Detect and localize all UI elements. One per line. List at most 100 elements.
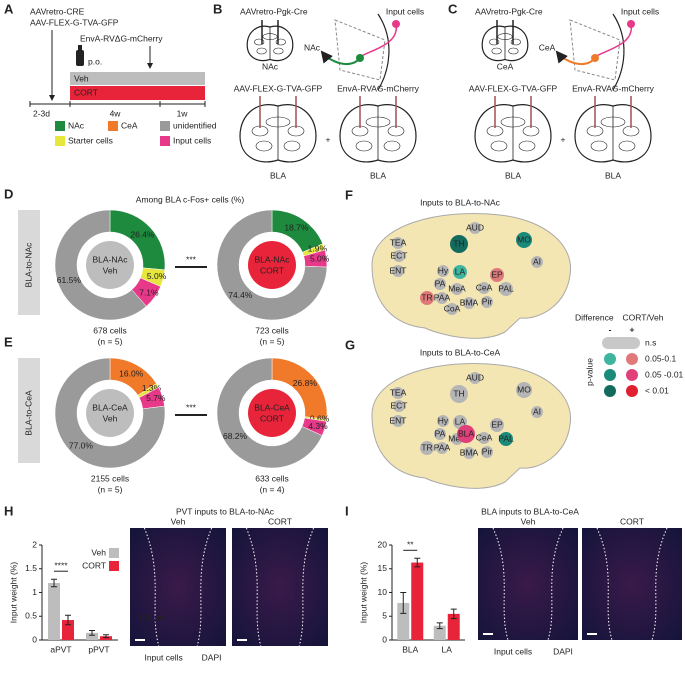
schematic-brain [334,19,386,81]
y-tick-label: 0 [32,634,37,644]
image-label: CORT [268,516,292,526]
legend-label: Veh [91,547,106,557]
center-label: CORT [260,265,284,275]
error-bar [103,634,109,639]
center-label: BLA-CeA [254,402,290,412]
error-bar [414,557,421,568]
row-label: BLA-to-CeA [23,390,33,436]
channel-label: Input cells [494,646,532,656]
virus-label: AAV-FLEX-G-TVA-GFP [30,17,119,27]
brain-structure [518,140,536,152]
region-node [531,256,543,268]
time-label: 2-3d [33,108,50,118]
y-tick-label: 0 [382,634,387,644]
bar [48,583,60,640]
error-bar [400,592,407,614]
bottle-cap [78,45,82,50]
input-label: Input cells [621,6,659,16]
legend-label: CeA [121,120,138,130]
region-node [436,442,448,454]
legend-label: n.s [645,337,656,347]
virus-label: AAVretro-Pgk-Cre [475,6,543,16]
node-label: PAL [498,283,514,293]
brain-structure [600,116,626,128]
node-label: TH [453,388,464,398]
donut-segment [216,209,328,321]
legend-label: CORT [82,560,106,570]
legend-label: unidentified [173,120,217,130]
error-bar [65,614,71,626]
region-node [531,406,543,418]
legend-dot [626,353,638,365]
node-label: ECT [391,400,408,410]
brain-structure [262,33,278,40]
brain-structure [383,140,401,152]
node-label: LA [455,416,466,426]
node-label: LA [455,266,466,276]
region-label: BLA [270,170,286,180]
region-label: BLA [370,170,386,180]
node-label: EP [491,269,503,279]
brain-structure [508,47,519,55]
panel-title: Inputs to BLA-to-CeA [420,347,501,357]
node-label: MO [517,234,531,244]
region-node [453,265,467,279]
bar [433,625,446,640]
plus-sign: + [561,134,566,144]
segment-label: 77.0% [69,440,94,450]
brain-structure [273,47,284,55]
scale-label: 100 µm [138,612,167,622]
node-label: Hy [438,265,449,275]
legend-dot [604,353,616,365]
row-band [18,210,40,315]
legend-swatch [109,561,119,571]
legend-label: 0.05-0.1 [645,353,676,363]
segment-label: 4.3% [308,421,328,431]
node-label: PA [435,278,446,288]
node-label: PA [435,428,446,438]
region-node [393,250,405,262]
legend-label: Starter cells [68,135,113,145]
legend-label: 0.05 -0.01 [645,369,684,379]
center-label: BLA-NAc [93,254,129,264]
donut-segment [216,357,323,469]
input-label: Input cells [386,6,424,16]
center-label: Veh [103,413,118,423]
micrograph [478,528,578,640]
brain-structure [365,116,391,128]
segment-label: 61.5% [57,275,82,285]
legend-title: Difference [575,312,614,322]
panel-letter: F [345,187,353,202]
region-boundary [492,527,509,641]
significance: *** [186,402,197,412]
x-tick-label: LA [442,644,453,654]
schematic-brain [569,19,621,81]
node-label: TH [453,238,464,248]
bar [397,602,410,640]
region-node [392,387,404,399]
node-label: ECT [391,250,408,260]
segment-label: 5.7% [146,393,166,403]
segment-label: 1.3% [142,383,162,393]
y-tick-label: 15 [378,563,388,573]
brain-structure [283,140,301,152]
cell-count: 678 cells [93,325,127,335]
group-disc [86,389,134,437]
center-label: BLA-CeA [92,402,128,412]
n-label: (n = 5) [98,336,123,346]
region-node [499,432,513,446]
legend-sign: + [630,324,635,334]
region-node [490,418,504,432]
node-label: ENT [390,265,407,275]
projection [594,23,632,58]
y-axis-label: Input weight (%) [358,562,368,624]
segment-label: 26.4% [130,230,155,240]
brain-structure [510,38,521,46]
node-label: CeA [476,432,493,442]
region-node [516,382,532,398]
region-node [469,372,481,384]
legend-label: NAc [68,120,85,130]
group-label: CORT [74,87,98,97]
node-label: PAA [434,442,451,452]
